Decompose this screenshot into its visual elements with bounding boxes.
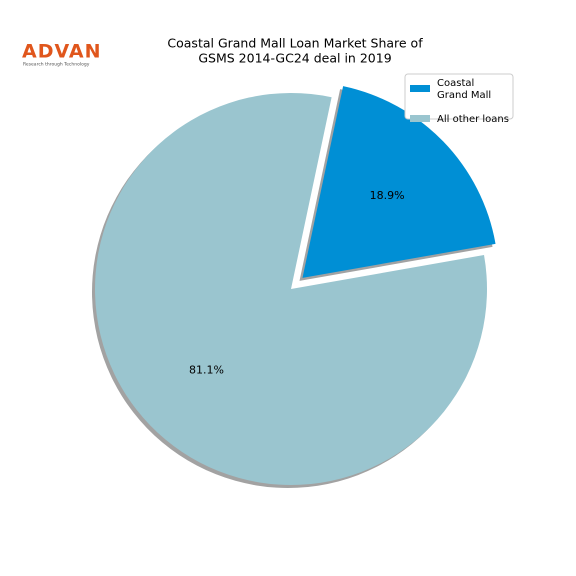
legend-box <box>404 73 514 120</box>
legend: Coastal Grand Mall All other loans <box>404 73 514 125</box>
logo-tagline: Research through Technology <box>23 62 90 68</box>
pie-slice <box>302 86 496 278</box>
legend-swatch <box>410 115 430 122</box>
chart-title: Coastal Grand Mall Loan Market Share of G… <box>167 35 423 65</box>
legend-label: All other loans <box>437 114 509 125</box>
value-label: 18.9% <box>370 189 405 202</box>
legend-label: Coastal Grand Mall <box>437 78 491 101</box>
value-label: 81.1% <box>189 364 224 377</box>
pie-slice <box>94 92 487 485</box>
slices: 18.9% 81.1% <box>94 86 496 485</box>
legend-swatch <box>410 85 430 92</box>
logo-name: ADVAN <box>22 41 102 63</box>
